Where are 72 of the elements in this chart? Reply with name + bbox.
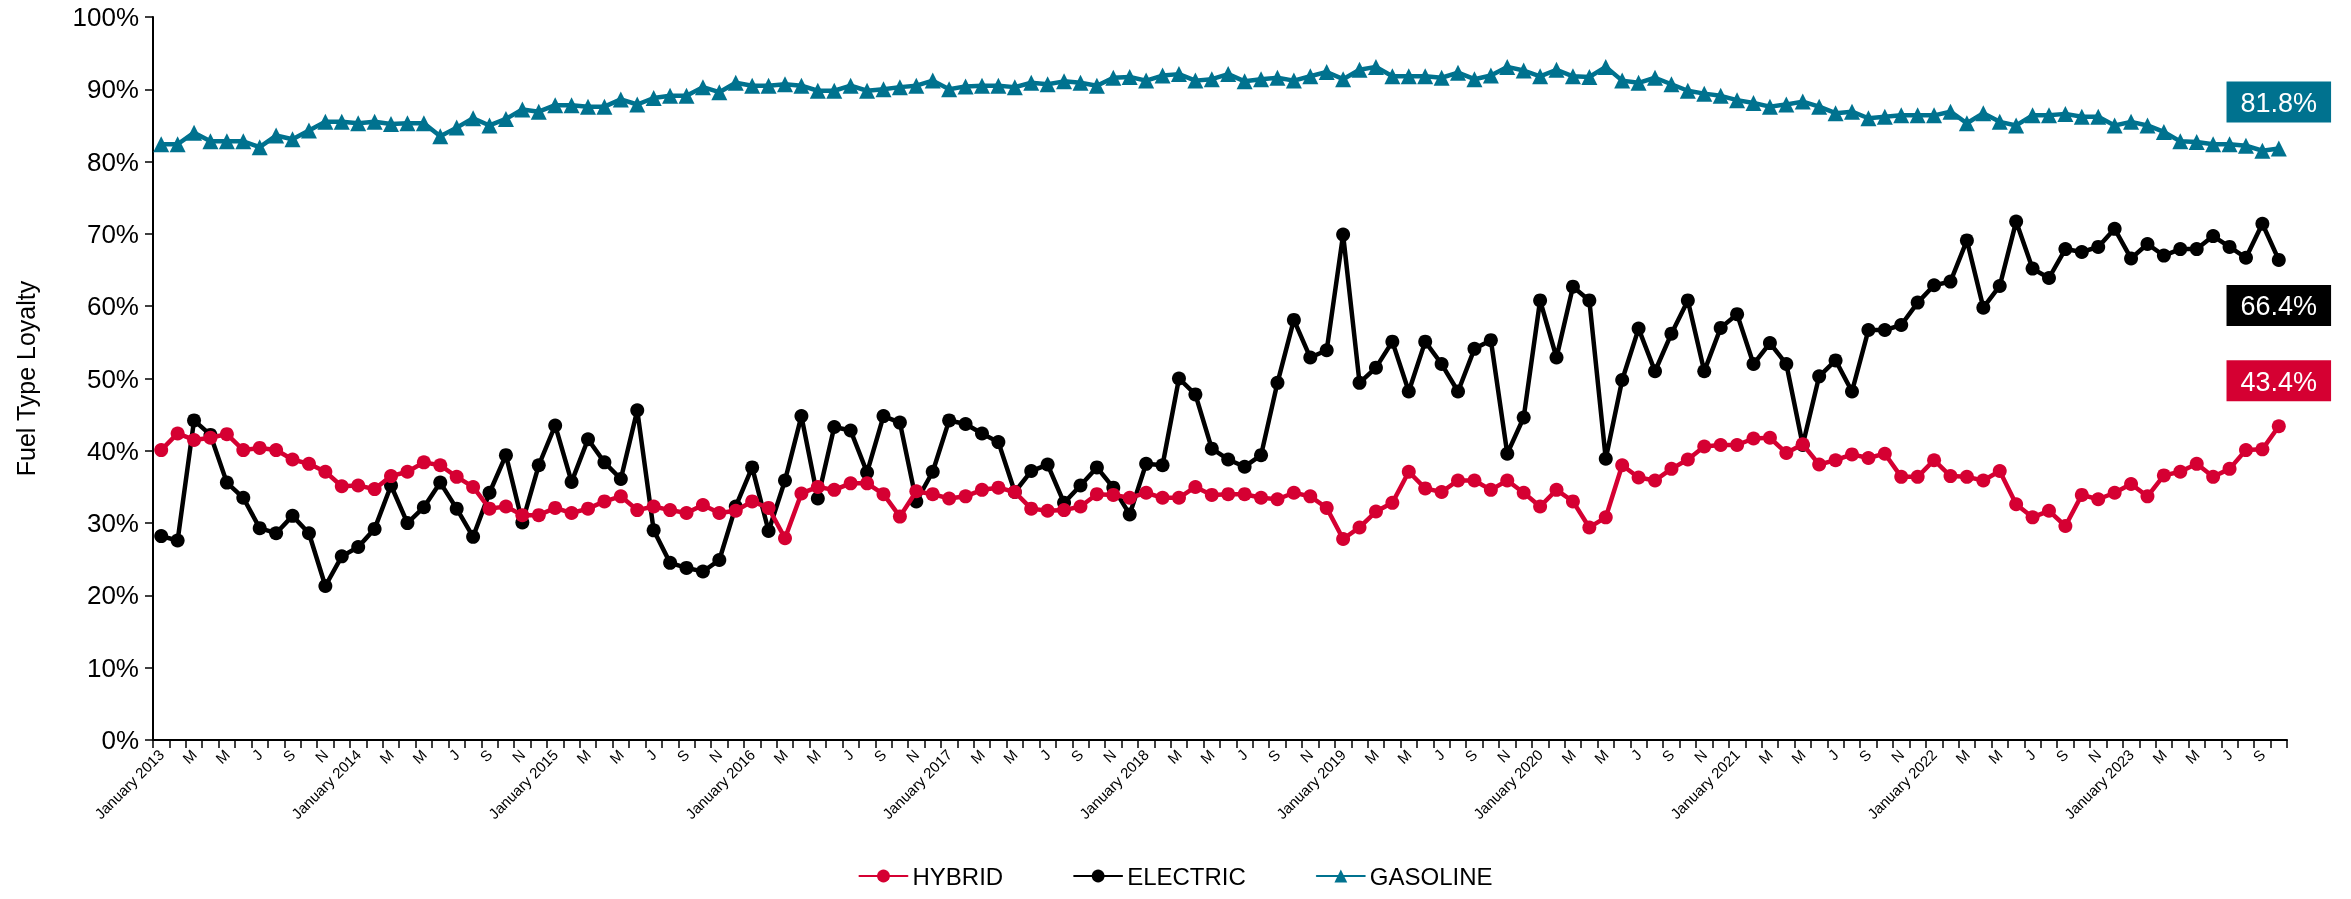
x-tick-label: S [2249, 745, 2269, 766]
y-axis-title: Fuel Type Loyalty [11, 280, 40, 477]
x-tick-label: S [476, 745, 496, 766]
x-tick-label: S [673, 745, 693, 766]
x-tick-label: M [2149, 745, 2170, 767]
data-label: 66.4% [2240, 291, 2318, 322]
x-tick-label: M [1984, 745, 2006, 767]
x-tick-label: N [1493, 745, 1514, 766]
y-tick-label: 30% [86, 508, 139, 539]
x-tick-label: M [1787, 745, 1809, 767]
x-tick-label: J [2021, 745, 2039, 764]
data-label: 81.8% [2240, 88, 2318, 119]
x-tick-label: M [1393, 745, 1415, 767]
y-tick-label: 100% [72, 2, 139, 32]
x-tick-label: N [902, 745, 923, 766]
x-tick-label: S [1264, 745, 1284, 766]
y-tick-label: 50% [86, 363, 139, 394]
x-tick-label: N [705, 745, 726, 766]
y-tick-label: 60% [86, 291, 139, 322]
legend-label: HYBRID [912, 862, 1004, 890]
x-tick-label: M [179, 745, 201, 767]
x-tick-label: J [445, 745, 463, 764]
x-tick-label: N [1690, 745, 1711, 766]
x-tick-label: J [1627, 745, 1645, 764]
y-tick-label: 0% [101, 725, 139, 755]
x-tick-label: M [376, 745, 398, 767]
y-tick-label: 80% [86, 146, 139, 177]
x-tick-label: N [1099, 745, 1120, 766]
x-tick-label: J [1036, 745, 1054, 764]
x-tick-label: M [212, 745, 233, 767]
x-tick-label: S [279, 745, 299, 766]
x-tick-label: M [1164, 745, 1185, 767]
data-label: 43.4% [2240, 366, 2318, 397]
legend-label: ELECTRIC [1127, 862, 1246, 890]
x-tick-label: M [1558, 745, 1579, 767]
x-tick-label: J [248, 745, 266, 764]
x-tick-label: N [508, 745, 529, 766]
x-tick-label: J [2218, 745, 2236, 764]
x-tick-label: M [967, 745, 988, 767]
x-tick-label: M [802, 745, 824, 767]
x-tick-label: J [1233, 745, 1251, 764]
x-tick-label: M [1952, 745, 1973, 767]
legend-label: GASOLINE [1369, 862, 1493, 890]
x-tick-label: M [409, 745, 430, 767]
x-tick-label: N [311, 745, 332, 766]
x-tick-label: S [1461, 745, 1481, 766]
x-tick-label: M [1590, 745, 1612, 767]
x-tick-label: M [606, 745, 627, 767]
x-tick-label: J [1430, 745, 1448, 764]
x-tick-label: J [642, 745, 660, 764]
x-tick-label: N [2084, 745, 2105, 766]
x-tick-label: S [2052, 745, 2072, 766]
x-tick-label: S [1855, 745, 1875, 766]
x-tick-label: J [1824, 745, 1842, 764]
x-tick-label: M [573, 745, 595, 767]
x-tick-label: M [1196, 745, 1218, 767]
x-tick-label: N [1296, 745, 1317, 766]
y-tick-label: 40% [86, 435, 139, 466]
x-tick-label: M [999, 745, 1021, 767]
x-tick-label: M [2181, 745, 2203, 767]
y-tick-label: 10% [86, 652, 139, 683]
x-tick-label: M [770, 745, 791, 767]
x-tick-label: S [870, 745, 890, 766]
y-tick-label: 20% [86, 580, 139, 611]
x-tick-label: M [1361, 745, 1382, 767]
y-tick-label: 90% [86, 74, 139, 105]
x-tick-label: N [1887, 745, 1908, 766]
x-tick-label: S [1067, 745, 1087, 766]
y-tick-label: 70% [86, 218, 139, 249]
x-tick-label: J [839, 745, 857, 764]
x-tick-label: S [1658, 745, 1678, 766]
x-tick-label: M [1755, 745, 1776, 767]
